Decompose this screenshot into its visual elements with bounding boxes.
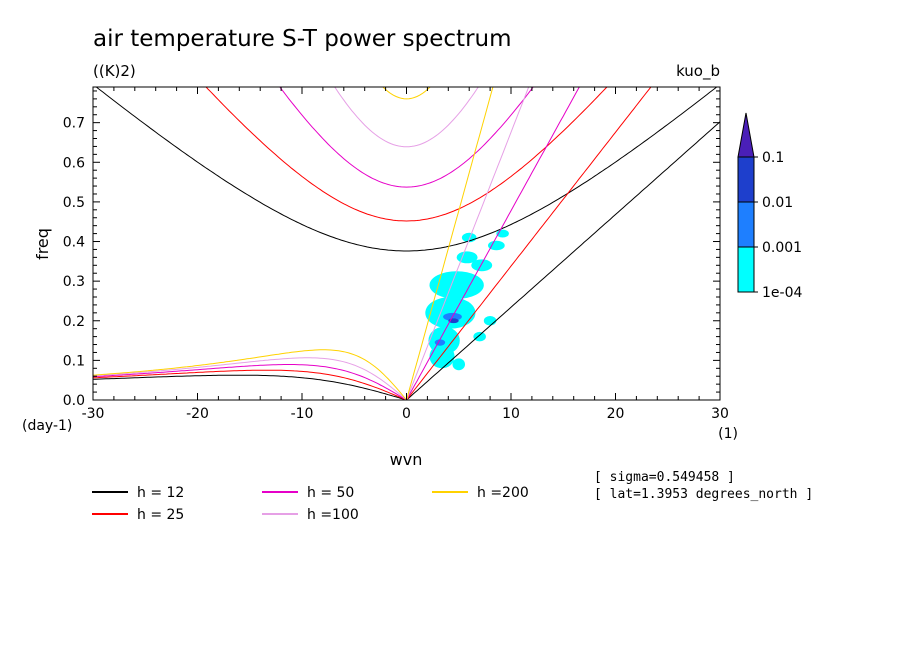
x-tick-label: -20 (186, 406, 209, 422)
x-tick-label: 0 (402, 406, 411, 422)
rossby-curve (93, 349, 407, 400)
colorbar-label: 1e-04 (762, 285, 802, 301)
legend-label: h =200 (477, 485, 529, 501)
legend: h = 12 h = 25 h = 50 h =100 h =200 (92, 485, 529, 523)
power-blob (456, 251, 478, 264)
x-tick-label: 10 (502, 406, 520, 422)
gravity-curve (382, 87, 431, 100)
info-line: [ sigma=0.549458 ] (594, 470, 735, 485)
y-tick-label: 0.4 (63, 235, 85, 251)
info-line: [ lat=1.3953 degrees_north ] (594, 487, 813, 502)
y-tick-label: 0.1 (63, 353, 85, 369)
plot-frame (92, 86, 721, 401)
power-blob (429, 271, 484, 299)
info-box: [ sigma=0.549458 ] [ lat=1.3953 degrees_n… (594, 470, 813, 502)
colorbar-label: 0.01 (762, 195, 793, 211)
legend-label: h = 25 (137, 507, 184, 523)
rossby-curve (93, 357, 407, 400)
kelvin-curve (406, 121, 720, 400)
colorbar-segment (737, 201, 755, 248)
legend-label: h =100 (307, 507, 359, 523)
y-tick-label: 0.6 (63, 155, 85, 171)
colorbar-label: 0.001 (762, 240, 802, 256)
gravity-curve (334, 87, 479, 148)
x-unit-label: (1) (718, 426, 738, 442)
colorbar-label: 0.1 (762, 150, 784, 166)
power-contours (425, 229, 509, 371)
kelvin-curve (406, 87, 580, 400)
y-axis-label: freq (33, 228, 52, 260)
y-tick-label: 0.2 (63, 314, 85, 330)
dispersion-curves (93, 87, 720, 400)
colorbar-segment (737, 156, 755, 203)
legend-label: h = 12 (137, 485, 184, 501)
x-tick-label: -30 (82, 406, 105, 422)
y-tick-label: 0.5 (63, 195, 85, 211)
x-tick-label: -10 (291, 406, 314, 422)
colorbar: 0.1 0.01 0.001 1e-04 (737, 112, 802, 301)
y-unit-label: (day-1) (22, 418, 72, 434)
axis-ticks: -30 -20 -10 0 10 20 30 0.0 0.1 0.2 0.3 0.4 0.5 0.6 0.7 (63, 87, 729, 422)
power-blob (429, 344, 455, 369)
y-tick-label: 0.7 (63, 116, 85, 132)
tag-label: kuo_b (676, 62, 720, 81)
kelvin-curve (406, 87, 652, 400)
chart-title: air temperature S-T power spectrum (93, 26, 512, 52)
gravity-curve (95, 87, 718, 252)
legend-label: h = 50 (307, 485, 354, 501)
x-axis-label: wvn (390, 450, 423, 469)
units-label: ((K)2) (93, 62, 136, 80)
kelvin-curve (406, 87, 494, 400)
power-blob (473, 331, 486, 342)
kelvin-curve (406, 87, 530, 400)
gravity-curve (279, 87, 534, 188)
y-tick-label: 0.0 (63, 393, 85, 409)
x-tick-label: 20 (607, 406, 625, 422)
y-tick-label: 0.3 (63, 274, 85, 290)
rossby-curve (93, 369, 407, 400)
rossby-curve (93, 364, 407, 400)
power-blob (483, 316, 497, 326)
power-blob (488, 240, 505, 251)
gravity-curve (205, 87, 608, 222)
power-blob (425, 296, 476, 329)
colorbar-segment (737, 246, 755, 293)
rossby-curve (93, 374, 407, 400)
power-blob (452, 358, 466, 371)
colorbar-arrow (737, 112, 755, 158)
x-tick-label: 30 (711, 406, 729, 422)
power-blob (471, 259, 493, 272)
